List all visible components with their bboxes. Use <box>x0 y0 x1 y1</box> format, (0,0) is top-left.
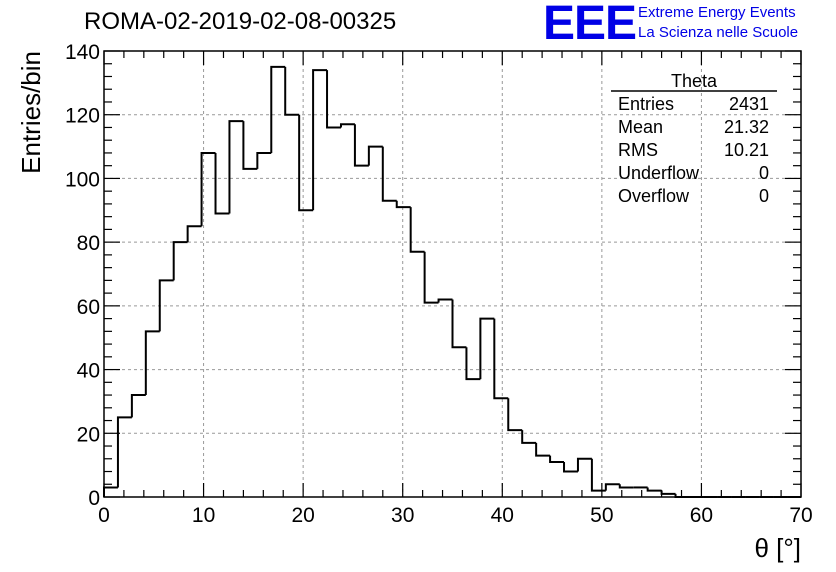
histogram-bin <box>312 69 328 211</box>
histogram-bin <box>535 442 551 457</box>
histogram-bin <box>367 145 383 166</box>
histogram-bin <box>409 207 425 253</box>
eee-logo: EEE <box>543 0 637 50</box>
histogram-bin <box>381 146 397 202</box>
stats-label: Entries <box>618 94 674 114</box>
histogram-bin <box>437 298 453 303</box>
logo-line-2: La Scienza nelle Scuole <box>638 24 799 41</box>
histogram-bin <box>479 317 495 380</box>
x-tick-label: 0 <box>98 504 110 527</box>
y-tick-label: 100 <box>65 168 100 191</box>
histogram-bin <box>423 251 439 304</box>
logo-line-1: Extreme Energy Events <box>638 4 796 21</box>
histogram-bin <box>242 121 258 170</box>
x-tick-label: 40 <box>491 504 514 527</box>
histogram-bin <box>214 152 230 215</box>
x-tick-label: 10 <box>192 504 215 527</box>
x-tick-label: 30 <box>391 504 414 527</box>
histogram-bin <box>186 225 202 243</box>
histogram-bin <box>103 486 118 497</box>
stats-label: Overflow <box>618 186 690 206</box>
histogram-bin <box>228 120 244 214</box>
stats-label: Mean <box>618 117 663 137</box>
x-axis-title: θ [°] <box>754 533 801 563</box>
y-tick-label: 120 <box>65 105 100 128</box>
histogram-bin <box>339 123 355 128</box>
histogram-bin <box>144 330 160 396</box>
histogram-bin <box>353 124 369 167</box>
stats-box-title: Theta <box>671 71 718 91</box>
stats-label: Underflow <box>618 163 700 183</box>
histogram-bin <box>270 65 286 153</box>
y-tick-label: 60 <box>77 296 100 319</box>
stats-value: 21.32 <box>724 117 769 137</box>
histogram-bin <box>549 455 565 463</box>
stats-value: 0 <box>759 186 769 206</box>
histogram-bin <box>130 394 146 418</box>
histogram-bin <box>200 151 216 227</box>
histogram-bin <box>507 398 523 432</box>
chart-title: ROMA-02-2019-02-08-00325 <box>84 8 397 35</box>
histogram-bin <box>590 458 606 492</box>
histogram-bin <box>604 483 620 491</box>
x-tick-label: 70 <box>789 504 812 527</box>
histogram-bin <box>465 347 481 381</box>
y-axis-title: Entries/bin <box>16 51 46 174</box>
histogram-bin <box>521 430 537 444</box>
stats-value: 0 <box>759 163 769 183</box>
y-tick-label: 140 <box>65 41 100 64</box>
y-tick-label: 40 <box>77 360 100 383</box>
histogram-bin <box>256 151 272 169</box>
histogram-bin <box>326 70 341 129</box>
y-tick-label: 0 <box>88 487 100 510</box>
histogram-bin <box>493 318 509 400</box>
y-tick-label: 20 <box>77 423 100 446</box>
histogram-bin <box>646 487 662 492</box>
histogram-bin <box>172 241 188 281</box>
y-tick-label: 80 <box>77 232 100 255</box>
logo-caption: Extreme Energy Events La Scienza nelle S… <box>638 3 798 43</box>
histogram-bin <box>284 66 300 116</box>
histogram-bin <box>576 457 592 472</box>
x-tick-label: 50 <box>590 504 613 527</box>
histogram-bin <box>158 279 174 332</box>
histogram-bin <box>563 461 578 473</box>
x-tick-label: 60 <box>690 504 713 527</box>
histogram-bin <box>298 114 314 212</box>
histogram-bin <box>451 299 467 349</box>
stats-value: 10.21 <box>724 140 769 160</box>
histogram-bin <box>660 490 676 495</box>
x-tick-label: 20 <box>291 504 314 527</box>
histogram-bin <box>395 200 411 209</box>
stats-value: 2431 <box>729 94 769 114</box>
histogram-bin <box>618 484 634 489</box>
histogram-bin <box>116 416 132 488</box>
stats-label: RMS <box>618 140 658 160</box>
plot-frame <box>103 50 802 498</box>
